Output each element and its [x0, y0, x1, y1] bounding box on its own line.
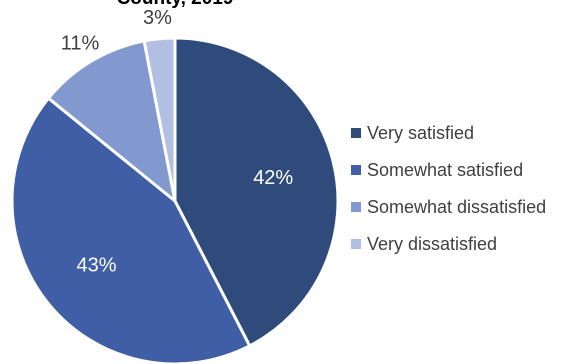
slice-label-3: 11% — [61, 32, 100, 54]
legend-label-4: Very dissatisfied — [367, 234, 497, 254]
legend-label-1: Very satisfied — [367, 123, 474, 143]
legend-swatch-1 — [351, 128, 361, 138]
pie-slice-very-satisfied — [173, 36, 340, 348]
pie-slice-somewhat-dissatisfied — [46, 39, 177, 203]
slice-label-2: 43% — [77, 255, 117, 277]
chart-title: County, 2019 — [117, 0, 234, 9]
legend-swatch-4 — [351, 239, 361, 249]
legend: Very satisfied Somewhat satisfied Somewhat… — [351, 123, 546, 254]
legend-label-3: Somewhat dissatisfied — [367, 197, 546, 217]
pie-slice-somewhat-satisfied — [10, 96, 252, 364]
slice-label-1: 42% — [253, 167, 293, 189]
legend-label-2: Somewhat satisfied — [367, 160, 523, 180]
slice-label-4: 3% — [143, 7, 172, 29]
pie-slices — [10, 36, 340, 364]
pie-slice-very-dissatisfied — [142, 36, 177, 203]
legend-swatch-3 — [351, 202, 361, 212]
slice-labels: 42% 43% 11% 3% — [61, 7, 294, 277]
legend-swatch-2 — [351, 165, 361, 175]
